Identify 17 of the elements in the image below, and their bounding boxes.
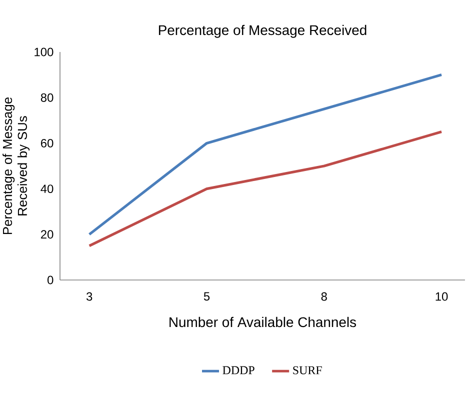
- x-tick-label: 5: [204, 292, 210, 301]
- line-series: [88, 130, 443, 248]
- x-tick-label: 8: [321, 292, 327, 301]
- y-tick-label: 40: [40, 184, 54, 194]
- x-tick-label: 10: [436, 292, 448, 301]
- y-tick-label: 80: [40, 93, 54, 102]
- chart-title: Percentage of Message Received: [158, 24, 366, 38]
- y-tick-label: 60: [41, 138, 54, 148]
- x-tick-label: 3: [86, 292, 92, 301]
- y-tick-label: 100: [34, 48, 54, 56]
- y-tick-label: 20: [40, 230, 54, 239]
- y-tick-label: 0: [48, 276, 54, 284]
- legend-label: SURF: [293, 366, 322, 374]
- legend-label: DDDP: [222, 366, 254, 374]
- x-axis-title: Number of Available Channels: [170, 316, 356, 328]
- y-axis-title: Percentage of Message Received by SUs: [2, 97, 30, 234]
- line-series: [88, 74, 443, 236]
